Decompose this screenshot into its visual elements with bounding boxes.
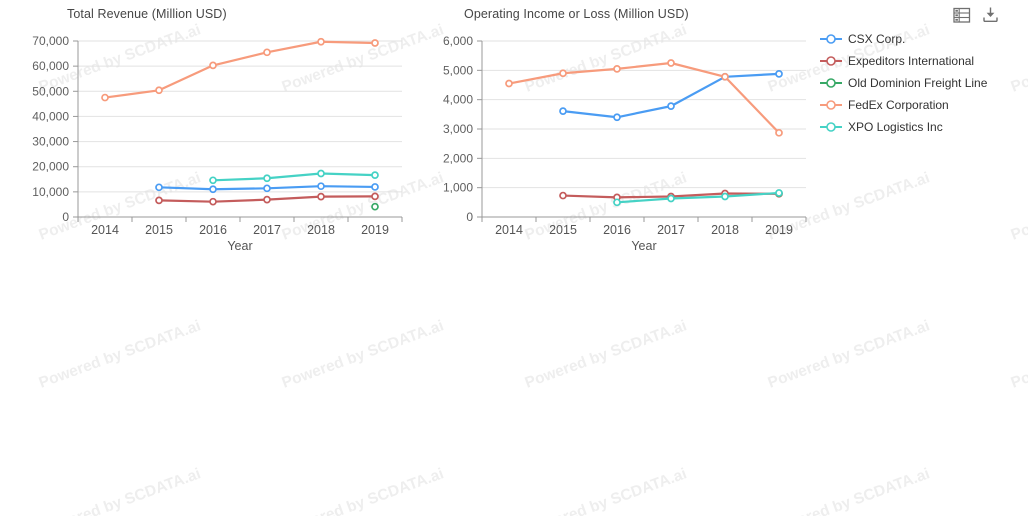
svg-text:1,000: 1,000 <box>443 181 473 195</box>
chart-title-operating-income: Operating Income or Loss (Million USD) <box>464 7 689 21</box>
chart-legend: CSX Corp. Expeditors International Old Dom… <box>820 28 987 138</box>
legend-item-fedex-corporation[interactable]: FedEx Corporation <box>820 94 987 116</box>
svg-text:20,000: 20,000 <box>32 160 69 174</box>
svg-text:2016: 2016 <box>199 223 227 237</box>
svg-text:2,000: 2,000 <box>443 151 473 165</box>
svg-text:2014: 2014 <box>91 223 119 237</box>
watermark-text: Powered by SCDATA.ai <box>1008 317 1028 392</box>
svg-text:Year: Year <box>631 239 656 253</box>
chart-operating-income: 0 1,000 2,000 3,000 4,000 5,000 6,000 2014 2015 2… <box>420 0 828 260</box>
svg-text:2017: 2017 <box>657 223 685 237</box>
watermark-text: Powered by SCDATA.ai <box>279 317 446 392</box>
legend-label: CSX Corp. <box>848 32 906 46</box>
svg-text:5,000: 5,000 <box>443 63 473 77</box>
watermark-text: Powered by SCDATA.ai <box>36 465 203 516</box>
legend-label: XPO Logistics Inc <box>848 120 943 134</box>
svg-text:2017: 2017 <box>253 223 281 237</box>
watermark-text: Powered by SCDATA.ai <box>36 317 203 392</box>
svg-text:6,000: 6,000 <box>443 34 473 48</box>
svg-text:2015: 2015 <box>549 223 577 237</box>
svg-text:3,000: 3,000 <box>443 122 473 136</box>
watermark-text: Powered by SCDATA.ai <box>1009 465 1028 516</box>
svg-text:0: 0 <box>466 210 473 224</box>
svg-text:4,000: 4,000 <box>443 93 473 107</box>
svg-text:30,000: 30,000 <box>32 135 69 149</box>
svg-text:Year: Year <box>227 239 252 253</box>
legend-line-marker-icon <box>820 78 842 88</box>
svg-text:2014: 2014 <box>495 223 523 237</box>
watermark-text: Powered by SCDATA.ai <box>1008 21 1028 96</box>
operating-income-line-chart: 0 1,000 2,000 3,000 4,000 5,000 6,000 2014 2015 2… <box>443 34 807 253</box>
total-revenue-line-chart: 0 10,000 20,000 30,000 40,000 50,000 60,000 70,… <box>32 34 403 253</box>
download-icon[interactable] <box>980 5 1000 25</box>
legend-line-marker-icon <box>820 34 842 44</box>
svg-text:70,000: 70,000 <box>32 34 69 48</box>
legend-label: FedEx Corporation <box>848 98 949 112</box>
svg-text:40,000: 40,000 <box>32 109 69 123</box>
chart-title-total-revenue: Total Revenue (Million USD) <box>67 7 227 21</box>
legend-item-expeditors-international[interactable]: Expeditors International <box>820 50 987 72</box>
legend-label: Expeditors International <box>848 54 975 68</box>
legend-item-old-dominion-freight-line[interactable]: Old Dominion Freight Line <box>820 72 987 94</box>
legend-label: Old Dominion Freight Line <box>848 76 988 90</box>
watermark-text: Powered by SCDATA.ai <box>522 317 689 392</box>
chart-total-revenue: 0 10,000 20,000 30,000 40,000 50,000 60,000 70,… <box>0 0 420 260</box>
svg-text:2015: 2015 <box>145 223 173 237</box>
legend-line-marker-icon <box>820 122 842 132</box>
data-view-icon[interactable] <box>952 5 972 25</box>
svg-text:2019: 2019 <box>765 223 793 237</box>
watermark-text: Powered by SCDATA.ai <box>1008 169 1028 244</box>
legend-line-marker-icon <box>820 100 842 110</box>
svg-text:60,000: 60,000 <box>32 59 69 73</box>
watermark-text: Powered by SCDATA.ai <box>765 465 932 516</box>
watermark-text: Powered by SCDATA.ai <box>279 465 446 516</box>
svg-text:2018: 2018 <box>307 223 335 237</box>
legend-item-csx-corp[interactable]: CSX Corp. <box>820 28 987 50</box>
chart-toolbox <box>952 5 1000 25</box>
svg-text:2019: 2019 <box>361 223 389 237</box>
svg-text:50,000: 50,000 <box>32 84 69 98</box>
legend-item-xpo-logistics-inc[interactable]: XPO Logistics Inc <box>820 116 987 138</box>
svg-text:2018: 2018 <box>711 223 739 237</box>
svg-text:10,000: 10,000 <box>32 185 69 199</box>
svg-text:0: 0 <box>62 210 69 224</box>
legend-line-marker-icon <box>820 56 842 66</box>
watermark-text: Powered by SCDATA.ai <box>522 465 689 516</box>
watermark-text: Powered by SCDATA.ai <box>765 317 932 392</box>
svg-text:2016: 2016 <box>603 223 631 237</box>
